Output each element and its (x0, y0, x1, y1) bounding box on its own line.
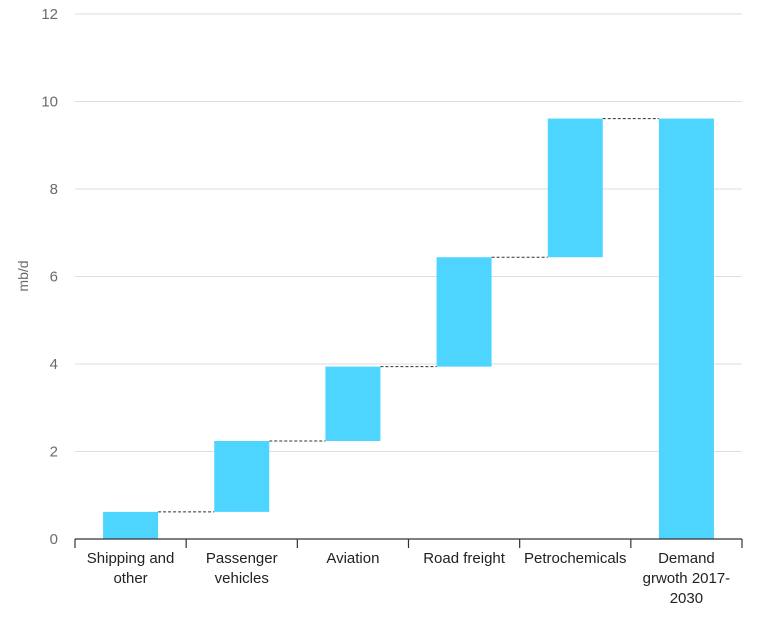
x-tick-label: Passenger vehicles (206, 550, 278, 587)
y-axis-ticks: 0 2 4 6 8 10 12 (41, 6, 58, 548)
x-tick-label-line: Passenger (206, 550, 278, 567)
bar (436, 257, 492, 367)
y-tick-label: 10 (41, 94, 58, 111)
gridlines (75, 13, 742, 452)
x-tick-label: Road freight (423, 550, 506, 567)
bar (214, 441, 270, 512)
x-axis-labels: Shipping and other Passenger vehicles Aviati… (87, 550, 730, 607)
x-tick-label-line: Aviation (326, 550, 379, 567)
x-axis (74, 538, 743, 548)
x-tick-label: Demand grwoth 2017- 2030 (643, 550, 731, 607)
x-tick-label-line: Demand (658, 550, 715, 567)
x-tick-label-line: Petrochemicals (524, 550, 627, 567)
x-tick-label: Aviation (326, 550, 379, 567)
connector-lines (158, 118, 659, 513)
x-tick-label-line: 2030 (670, 590, 703, 607)
bar (325, 366, 381, 441)
y-tick-label: 8 (50, 181, 58, 198)
x-tick-label-line: other (113, 570, 147, 587)
x-tick-label-line: Shipping and (87, 550, 175, 567)
bar (658, 118, 714, 539)
bars (103, 118, 714, 539)
y-tick-label: 4 (50, 356, 58, 373)
y-tick-label: 6 (50, 269, 58, 286)
y-tick-label: 2 (50, 444, 58, 461)
x-tick-label: Shipping and other (87, 550, 175, 587)
x-tick-label: Petrochemicals (524, 550, 627, 567)
x-tick-label-line: vehicles (215, 570, 269, 587)
y-tick-label: 0 (50, 531, 58, 548)
bar (547, 118, 603, 258)
x-tick-label-line: grwoth 2017- (643, 570, 731, 587)
x-tick-label-line: Road freight (423, 550, 506, 567)
bar (103, 511, 159, 539)
y-axis-title: mb/d (15, 260, 31, 291)
y-tick-label: 12 (41, 6, 58, 23)
